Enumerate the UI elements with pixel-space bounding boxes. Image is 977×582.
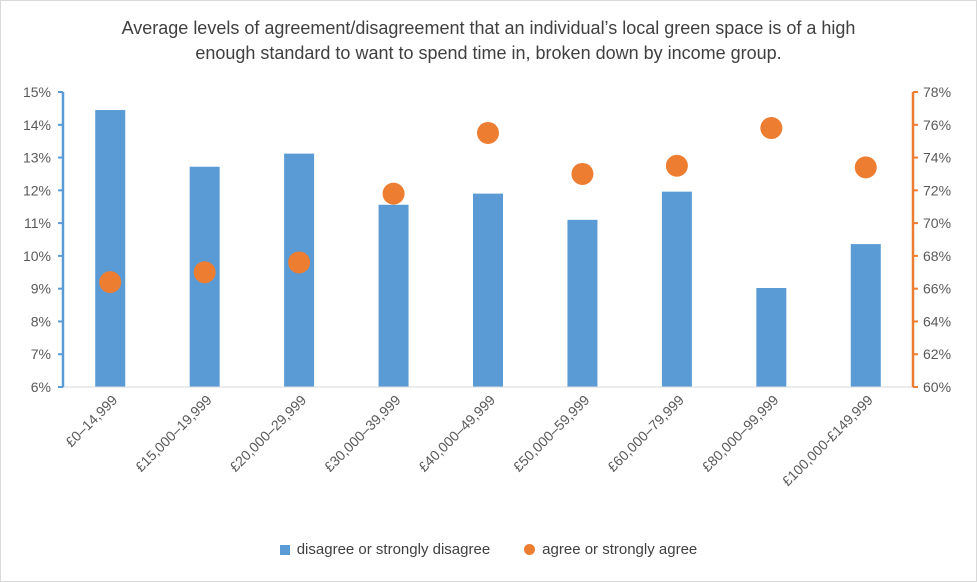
y-right-tick-label: 66% — [923, 281, 951, 297]
x-tick-label: £60,000–79,999 — [604, 392, 687, 475]
legend-label-agree: agree or strongly agree — [542, 541, 698, 558]
chart-title-line-2: enough standard to want to spend time in… — [195, 43, 782, 63]
point-agree — [288, 251, 311, 274]
legend-item-agree: agree or strongly agree — [524, 541, 697, 558]
bar-disagree — [473, 193, 503, 387]
y-right-tick-label: 60% — [923, 379, 951, 395]
chart-legend: disagree or strongly disagree agree or s… — [0, 541, 977, 558]
bar-disagree — [567, 219, 598, 387]
y-left-tick-label: 12% — [23, 182, 51, 198]
y-left-tick-label: 9% — [31, 281, 51, 297]
point-agree — [760, 117, 783, 140]
point-agree — [99, 271, 122, 294]
y-left-tick-label: 8% — [31, 313, 51, 329]
y-right-tick-label: 62% — [923, 346, 951, 362]
y-left-tick-label: 13% — [23, 150, 51, 166]
y-right-tick-label: 72% — [923, 182, 951, 198]
legend-item-disagree: disagree or strongly disagree — [279, 541, 491, 558]
y-right-tick-label: 70% — [923, 215, 951, 231]
y-right-tick-label: 74% — [923, 150, 951, 166]
point-agree — [665, 154, 688, 177]
chart-title: Average levels of agreement/disagreement… — [0, 16, 977, 66]
point-agree — [854, 156, 877, 179]
bar-disagree — [378, 204, 409, 387]
y-left-tick-label: 11% — [24, 215, 51, 231]
x-tick-label: £30,000–39,999 — [321, 392, 404, 475]
point-agree — [477, 121, 499, 144]
y-left-tick-label: 10% — [23, 248, 51, 264]
legend-swatch-dot — [524, 544, 536, 555]
y-left-tick-label: 6% — [31, 379, 51, 395]
point-agree — [193, 261, 216, 284]
x-tick-label: £100,000-£149,999 — [779, 392, 876, 489]
legend-swatch-bar — [279, 544, 290, 555]
y-right-tick-label: 64% — [923, 313, 951, 329]
x-tick-label: £20,000–29,999 — [226, 392, 309, 475]
y-left-tick-label: 7% — [31, 346, 51, 362]
x-tick-label: £15,000–19,999 — [132, 392, 215, 475]
chart-title-line-1: Average levels of agreement/disagreement… — [121, 18, 856, 38]
legend-label-disagree: disagree or strongly disagree — [296, 541, 491, 558]
y-right-tick-label: 68% — [923, 248, 951, 264]
x-tick-label: £80,000–99,999 — [699, 392, 782, 475]
y-right-tick-label: 76% — [923, 117, 951, 133]
bar-disagree — [756, 288, 787, 387]
point-agree — [382, 182, 405, 205]
x-tick-label: £40,000–49,999 — [415, 392, 498, 475]
bar-disagree — [850, 244, 881, 387]
x-tick-label: £0–14,999 — [62, 392, 120, 450]
y-right-tick-label: 78% — [923, 84, 951, 100]
bar-disagree — [661, 191, 692, 387]
x-tick-label: £50,000–59,999 — [510, 392, 593, 475]
point-agree — [571, 162, 594, 185]
y-left-tick-label: 14% — [23, 117, 51, 133]
bar-disagree — [95, 110, 126, 388]
y-left-tick-label: 15% — [23, 84, 51, 100]
